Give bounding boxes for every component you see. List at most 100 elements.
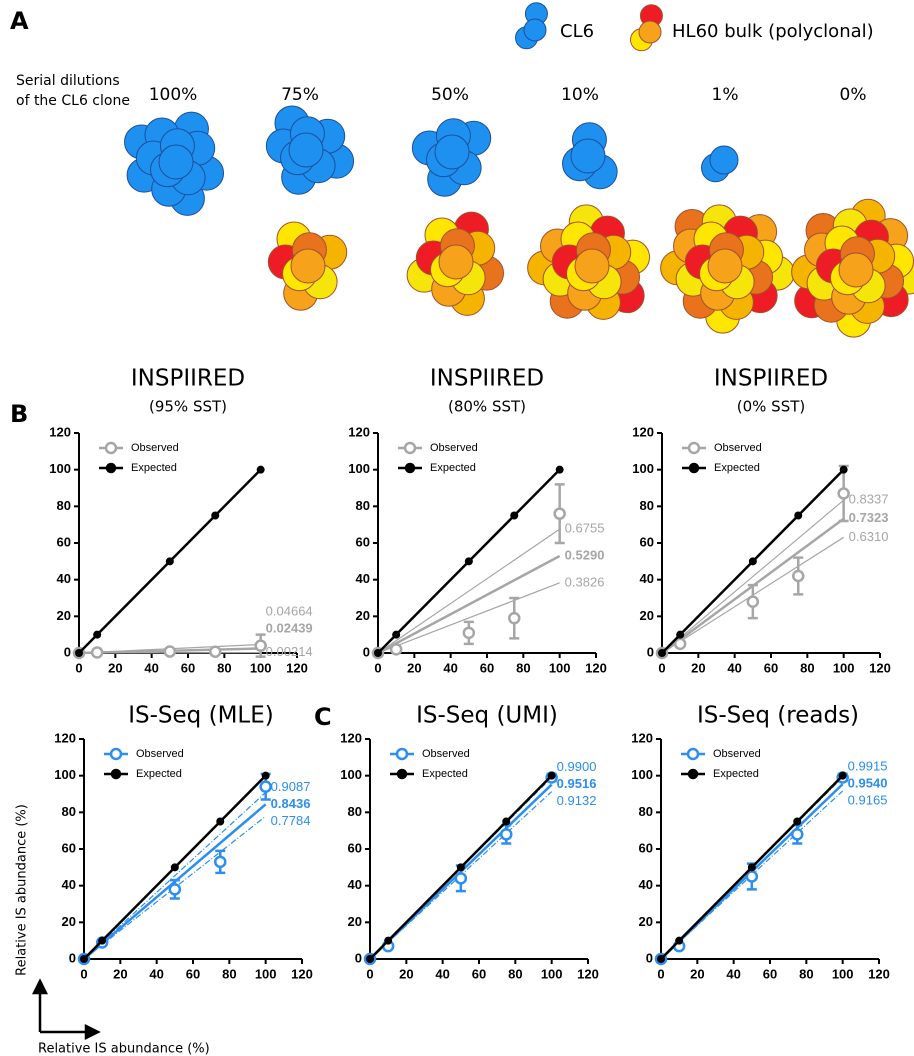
cell (435, 135, 469, 169)
observed-point (555, 509, 565, 519)
y-tick-label: 0 (647, 644, 654, 659)
fit-line (84, 792, 266, 959)
y-tick-label: 120 (632, 424, 654, 439)
expected-point (366, 955, 374, 963)
cell (708, 249, 742, 283)
x-tick-label: 40 (144, 660, 158, 675)
x-tick-label: 20 (113, 966, 127, 981)
y-tick-label: 120 (54, 730, 76, 745)
x-tick-label: 80 (799, 966, 813, 981)
panel-label: B (10, 400, 28, 428)
x-tick-label: 20 (108, 660, 122, 675)
legend-text: Expected (136, 768, 182, 780)
observed-point (748, 597, 758, 607)
observed-point (256, 641, 266, 651)
expected-point (749, 557, 757, 565)
x-tick-label: 60 (186, 966, 200, 981)
observed-point (92, 647, 102, 657)
axis-arrows (34, 981, 98, 1038)
x-tick-label: 80 (222, 966, 236, 981)
legend-marker (397, 749, 407, 759)
chart-subtitle: (95% SST) (149, 398, 227, 416)
x-tick-label: 100 (832, 966, 854, 981)
observed-point (793, 571, 803, 581)
y-tick-label: 60 (348, 840, 362, 855)
x-tick-label: 60 (480, 660, 494, 675)
expected-point (556, 466, 564, 474)
x-tick-label: 100 (549, 660, 571, 675)
fit-label: 0.7784 (271, 813, 311, 828)
x-tick-label: 80 (217, 660, 231, 675)
observed-point (456, 873, 466, 883)
expected-point (392, 631, 400, 639)
expected-point (216, 818, 224, 826)
dilution: 75% (281, 85, 319, 105)
observed-point (501, 829, 511, 839)
y-tick-label: 20 (356, 608, 370, 623)
observed-point (464, 628, 474, 638)
expected-point (548, 772, 556, 780)
y-tick-label: 20 (348, 914, 362, 929)
x-tick-label: 80 (508, 966, 522, 981)
x-tick-label: 40 (443, 660, 457, 675)
expected-point (262, 772, 270, 780)
fit-label: 0.6310 (849, 529, 889, 544)
expected-point (657, 955, 665, 963)
x-tick-label: 0 (75, 660, 82, 675)
expected-point (675, 937, 683, 945)
legend-marker (406, 464, 414, 472)
y-tick-label: 120 (348, 424, 370, 439)
expected-point (457, 863, 465, 871)
y-tick-label: 100 (348, 461, 370, 476)
y-tick-label: 100 (340, 767, 362, 782)
legend-marker (405, 443, 415, 453)
legend-marker (689, 443, 699, 453)
chart-title: IS-Seq (reads) (697, 703, 859, 729)
legend-marker (111, 749, 121, 759)
legend-text: Expected (422, 768, 468, 780)
chart-title: INSPIIRED (714, 366, 828, 392)
x-tick-label: 40 (435, 966, 449, 981)
legend-text: HL60 bulk (polyclonal) (672, 21, 874, 42)
x-tick-label: 0 (366, 966, 373, 981)
fit-label: 0.9165 (848, 793, 888, 808)
x-tick-label: 100 (255, 966, 277, 981)
legend-text: Expected (714, 462, 760, 474)
fit-line (662, 500, 844, 653)
y-tick-label: 20 (57, 608, 71, 623)
observed-point (165, 647, 175, 657)
y-tick-label: 120 (49, 424, 71, 439)
dilution: 100% (149, 85, 198, 105)
expected-point (166, 557, 174, 565)
y-tick-label: 20 (62, 914, 76, 929)
y-tick-label: 80 (640, 498, 654, 513)
observed-point (747, 872, 757, 882)
x-tick-label: 0 (374, 660, 381, 675)
y-tick-label: 80 (356, 498, 370, 513)
x-tick-label: 40 (727, 660, 741, 675)
observed-point (675, 639, 685, 649)
y-tick-label: 100 (632, 461, 654, 476)
legend-text: Observed (131, 442, 179, 454)
y-tick-label: 120 (340, 730, 362, 745)
x-tick-label: 20 (691, 660, 705, 675)
expected-point (748, 863, 756, 871)
cell (839, 253, 873, 287)
x-tick-label: 100 (250, 660, 272, 675)
x-tick-label: 120 (868, 966, 890, 981)
fit-label: 0.9132 (557, 793, 597, 808)
observed-point (210, 647, 220, 657)
legend-text: Expected (430, 462, 476, 474)
x-tick-label: 0 (657, 966, 664, 981)
fit-label: 0.5290 (565, 547, 605, 562)
y-tick-label: 80 (348, 804, 362, 819)
expected-point (75, 649, 83, 657)
y-tick-label: 0 (646, 950, 653, 965)
expected-point (658, 649, 666, 657)
legend-marker (112, 770, 120, 778)
x-tick-label: 80 (800, 660, 814, 675)
legend-text: Expected (131, 462, 177, 474)
x-axis-label: Relative IS abundance (%) (38, 1042, 210, 1056)
fit-label: 0.02439 (266, 620, 313, 635)
legend-marker (398, 770, 406, 778)
